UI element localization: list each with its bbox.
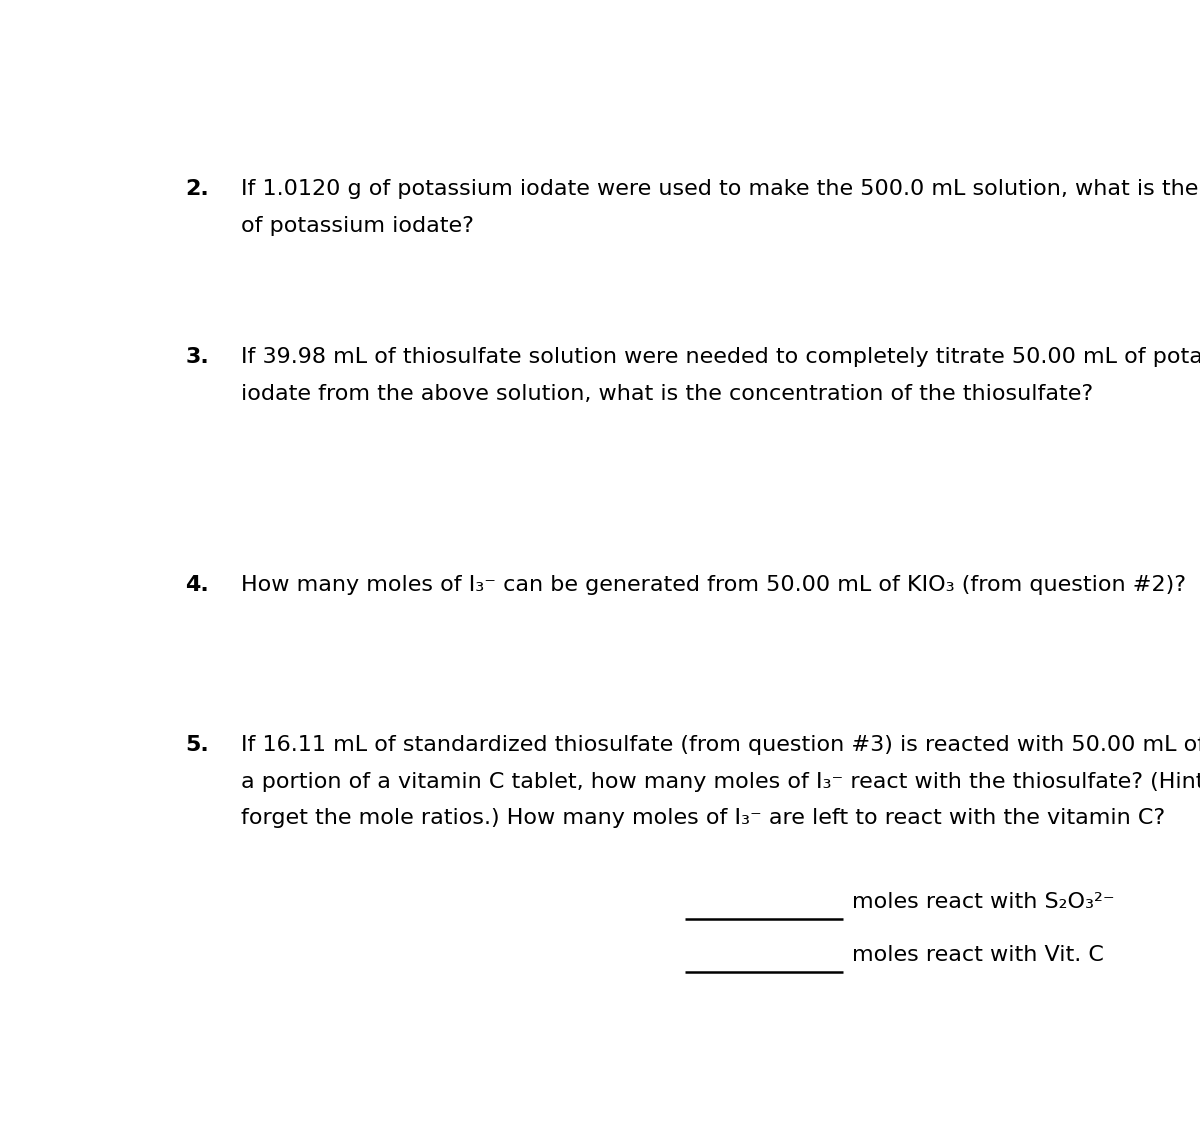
- Text: moles react with S₂O₃²⁻: moles react with S₂O₃²⁻: [852, 892, 1115, 912]
- Text: If 39.98 mL of thiosulfate solution were needed to completely titrate 50.00 mL o: If 39.98 mL of thiosulfate solution were…: [241, 347, 1200, 367]
- Text: 3.: 3.: [185, 347, 209, 367]
- Text: of potassium iodate?: of potassium iodate?: [241, 215, 474, 236]
- Text: 2.: 2.: [185, 179, 209, 199]
- Text: If 1.0120 g of potassium iodate were used to make the 500.0 mL solution, what is: If 1.0120 g of potassium iodate were use…: [241, 179, 1200, 199]
- Text: a portion of a vitamin C tablet, how many moles of I₃⁻ react with the thiosulfat: a portion of a vitamin C tablet, how man…: [241, 771, 1200, 792]
- Text: iodate from the above solution, what is the concentration of the thiosulfate?: iodate from the above solution, what is …: [241, 384, 1093, 404]
- Text: forget the mole ratios.) How many moles of I₃⁻ are left to react with the vitami: forget the mole ratios.) How many moles …: [241, 809, 1165, 828]
- Text: 5.: 5.: [185, 735, 209, 755]
- Text: moles react with Vit. C: moles react with Vit. C: [852, 944, 1104, 965]
- Text: How many moles of I₃⁻ can be generated from 50.00 mL of KIO₃ (from question #2)?: How many moles of I₃⁻ can be generated f…: [241, 575, 1186, 596]
- Text: 4.: 4.: [185, 575, 209, 596]
- Text: If 16.11 mL of standardized thiosulfate (from question #3) is reacted with 50.00: If 16.11 mL of standardized thiosulfate …: [241, 735, 1200, 755]
